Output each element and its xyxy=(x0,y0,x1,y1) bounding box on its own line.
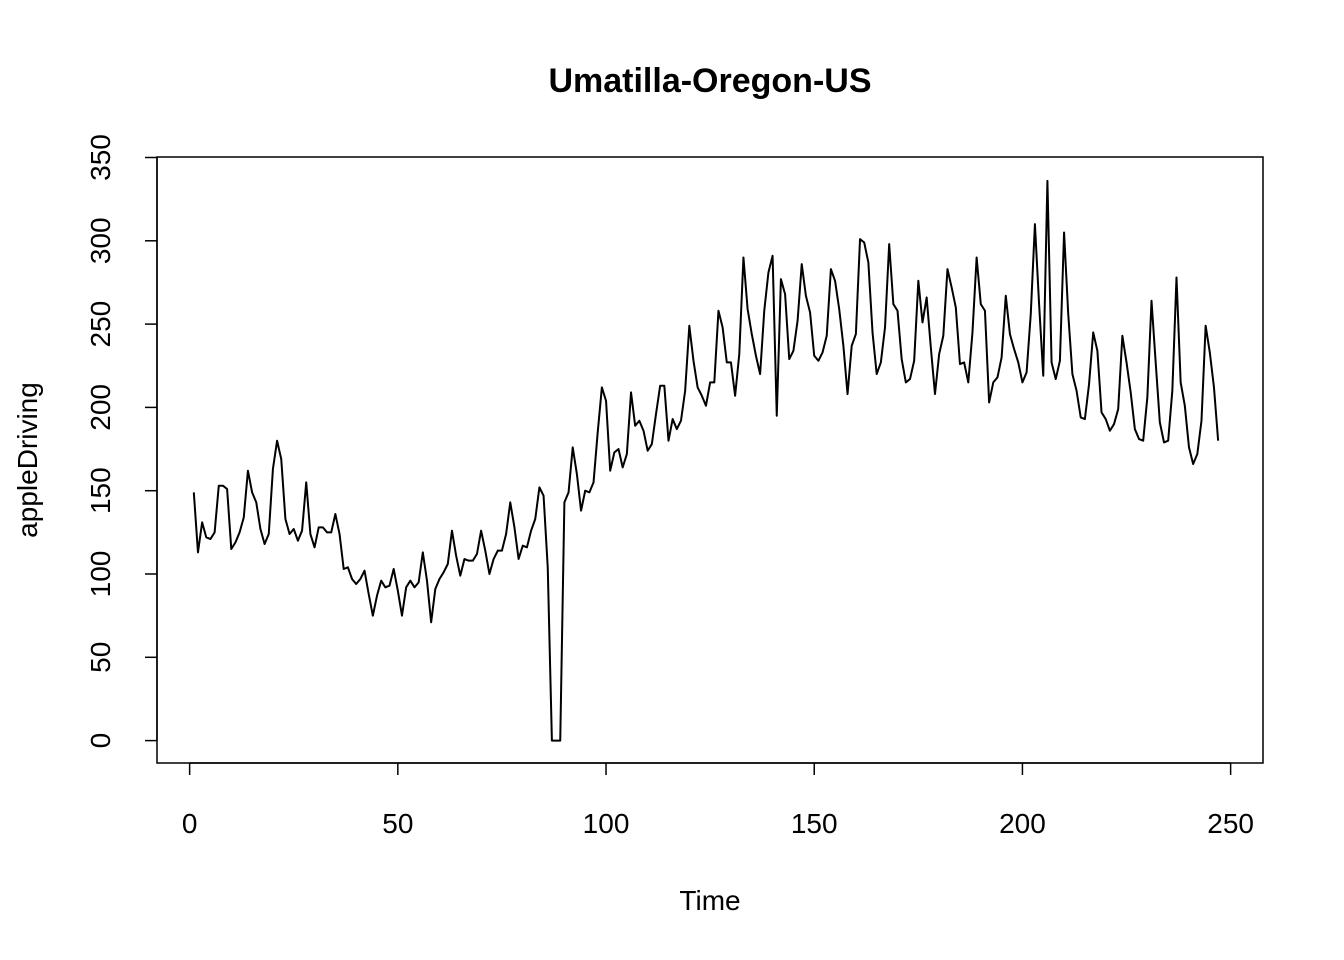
y-axis-label: appleDriving xyxy=(12,382,43,538)
x-tick-label: 150 xyxy=(791,808,838,839)
x-tick-label: 0 xyxy=(182,808,198,839)
y-tick-label: 250 xyxy=(85,301,116,348)
y-tick-label: 350 xyxy=(85,134,116,181)
series-line xyxy=(192,179,1220,742)
x-axis: 0 50 100 150 200 250 xyxy=(182,762,1254,839)
x-axis-label: Time xyxy=(679,885,740,916)
y-tick-label: 100 xyxy=(85,551,116,598)
chart-title: Umatilla-Oregon-US xyxy=(548,62,871,100)
x-tick-label: 50 xyxy=(382,808,413,839)
y-tick-label: 150 xyxy=(85,467,116,514)
x-tick-label: 100 xyxy=(583,808,630,839)
y-tick-label: 200 xyxy=(85,384,116,431)
x-tick-label: 250 xyxy=(1207,808,1254,839)
x-tick-label: 200 xyxy=(999,808,1046,839)
y-tick-label: 300 xyxy=(85,217,116,264)
plot-frame xyxy=(156,156,1264,764)
y-tick-label: 0 xyxy=(85,733,116,749)
y-axis: 0 50 100 150 200 250 300 350 xyxy=(85,134,158,749)
y-tick-label: 50 xyxy=(85,642,116,673)
series-layer xyxy=(192,179,1220,742)
